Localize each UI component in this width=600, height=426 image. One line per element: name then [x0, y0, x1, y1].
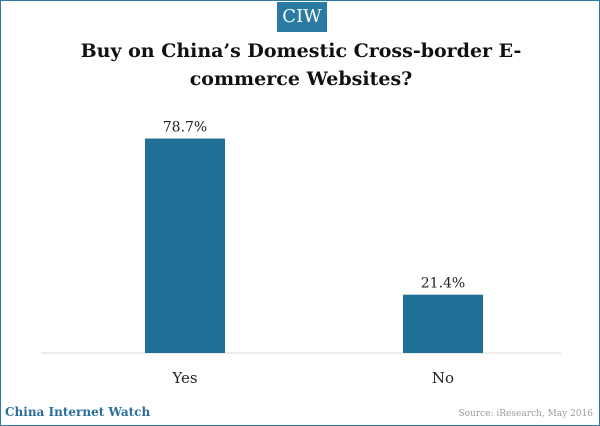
bar-no: [403, 294, 483, 353]
data-label-yes: 78.7%: [163, 120, 207, 136]
bar-chart: 78.7% Yes 21.4% No: [41, 120, 561, 387]
footer-source: Source: iResearch, May 2016: [458, 409, 593, 419]
category-label-no: No: [432, 369, 454, 387]
footer-brand: China Internet Watch: [5, 405, 151, 419]
bar-yes: [145, 138, 225, 353]
data-label-no: 21.4%: [421, 276, 465, 292]
category-label-yes: Yes: [171, 369, 197, 387]
ciw-badge: CIW: [277, 2, 327, 32]
chart-title: Buy on China’s Domestic Cross-border E-c…: [80, 40, 522, 90]
